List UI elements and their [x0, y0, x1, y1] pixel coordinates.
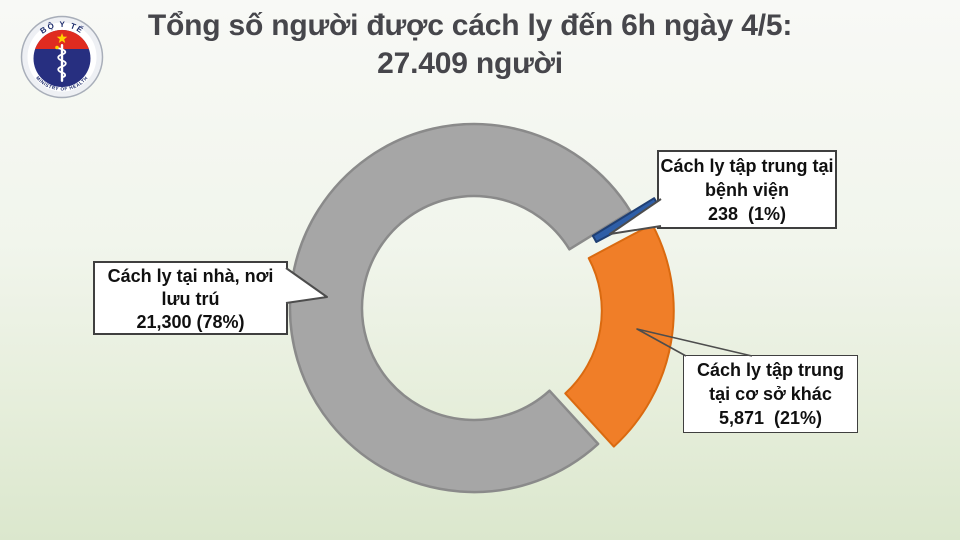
callout-other-value: 5,871 (21%)	[718, 408, 823, 428]
page-title: Tổng số người được cách ly đến 6h ngày 4…	[70, 7, 870, 83]
callout-other-line1: Cách ly tập trung	[696, 360, 844, 380]
callout-home-line1: Cách ly tại nhà, nơi	[107, 266, 274, 286]
callout-hospital-quarantine: Cách ly tập trung tại bệnh viện 238 (1%)	[657, 150, 837, 229]
callout-home-value: 21,300 (78%)	[136, 312, 245, 332]
callout-hospital-line1: Cách ly tập trung tại	[660, 156, 834, 176]
logo-star-icon	[56, 33, 68, 43]
ministry-of-health-logo: BỘ Y TẾ MINISTRY OF HEALTH	[12, 7, 112, 107]
donut-slice-home	[288, 122, 632, 494]
moh-logo-icon: BỘ Y TẾ MINISTRY OF HEALTH	[20, 15, 104, 99]
callout-home-quarantine: Cách ly tại nhà, nơi lưu trú 21,300 (78%…	[93, 261, 288, 335]
callout-home-line2: lưu trú	[161, 289, 220, 309]
callout-hospital-line2: bệnh viện	[704, 180, 789, 200]
callout-hospital-value: 238 (1%)	[707, 204, 787, 224]
donut-slice-other	[564, 223, 675, 448]
callout-other-line2: tại cơ sở khác	[709, 384, 832, 404]
title-line-1: Tổng số người được cách ly đến 6h ngày 4…	[147, 9, 793, 42]
title-line-2: 27.409 người	[377, 47, 563, 80]
callout-other-facility-quarantine: Cách ly tập trung tại cơ sở khác 5,871 (…	[683, 355, 858, 433]
staff-of-asclepius-icon	[55, 44, 67, 82]
